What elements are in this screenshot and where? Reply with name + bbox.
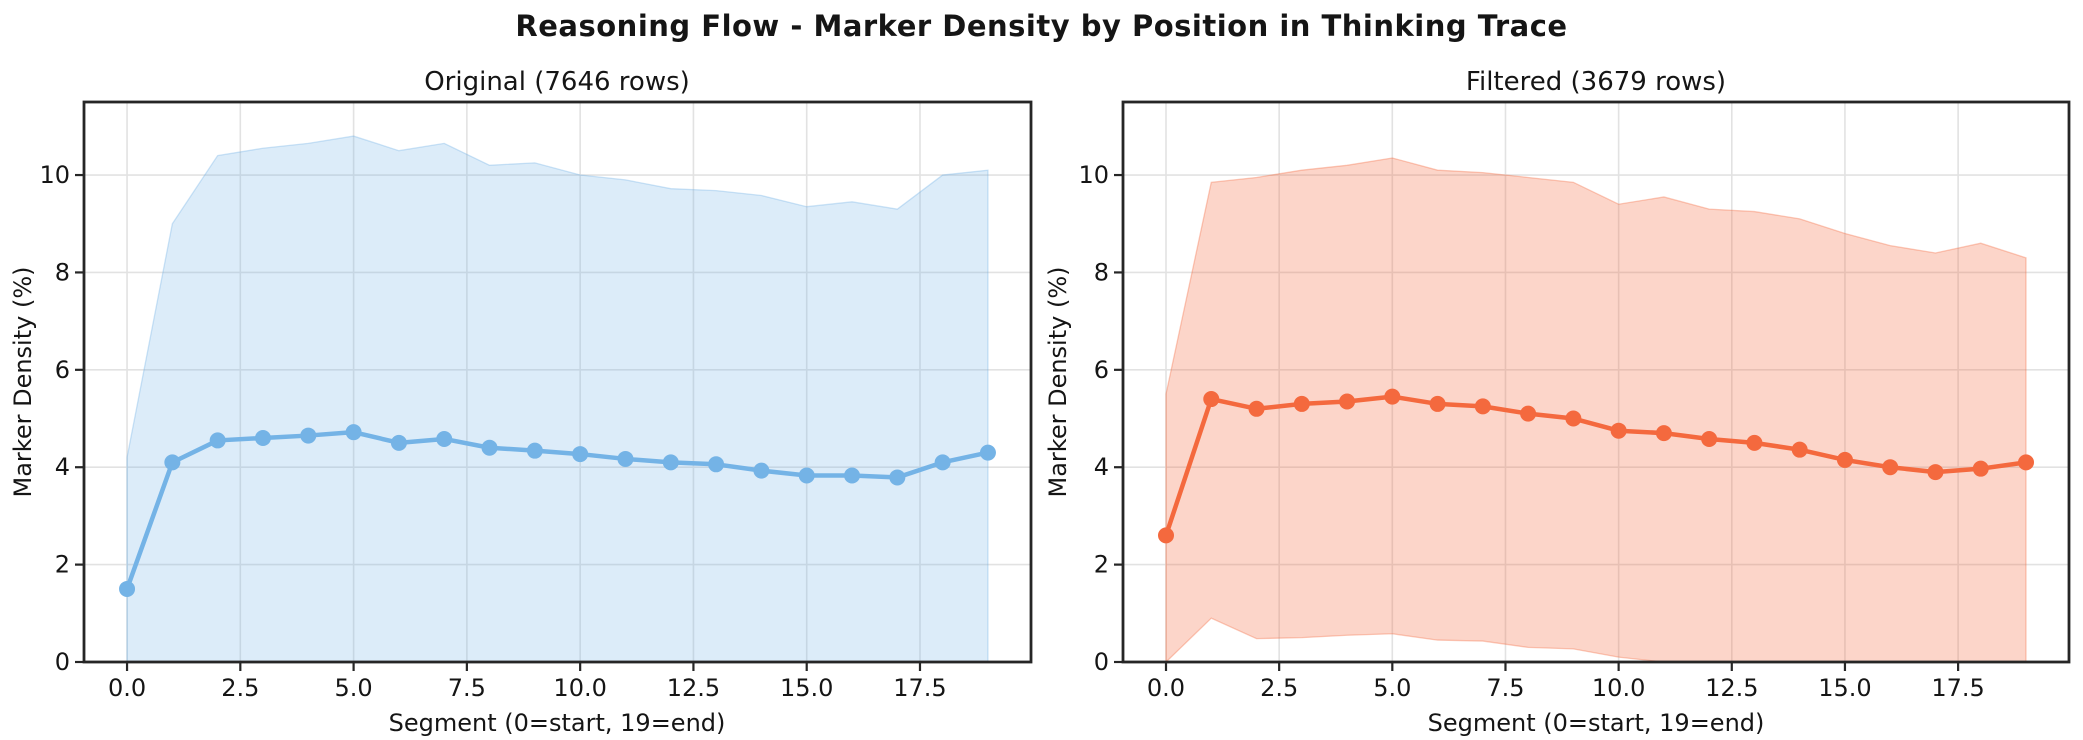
data-point-marker [934,454,951,471]
panels-group: 0.0 2.5 5.0 7.5 10.0 12.5 15.0 17.5 0 2 4 6 8 10 0.0 2.… [39,100,2071,702]
data-point-marker [1746,434,1763,451]
data-point-marker [1610,422,1627,439]
data-point-marker [617,450,634,467]
x-tick-label: 0.0 [108,674,146,702]
y-tick-label: 4 [1094,453,1109,481]
axes-spines [1121,100,2071,664]
y-tick-label: 0 [55,648,70,676]
data-point-marker [390,434,407,451]
gridlines [84,102,1031,662]
x-tick-label: 17.5 [893,674,946,702]
data-point-marker [1203,391,1220,408]
data-point-marker [798,467,815,484]
data-point-marker [1882,459,1899,476]
data-point-marker [1927,464,1944,481]
data-point-marker [844,467,861,484]
data-point-marker [1655,425,1672,442]
panel-original: 0.0 2.5 5.0 7.5 10.0 12.5 15.0 17.5 0 2 4 6 8 10 [39,100,1033,702]
data-point-marker [1339,393,1356,410]
figure-title: Reasoning Flow - Marker Density by Posit… [515,9,1568,43]
y-axis-label-original: Marker Density (%) [9,267,37,498]
std-band [126,135,989,663]
x-tick-label: 0.0 [1147,674,1185,702]
y-tick-label: 2 [55,551,70,579]
data-point-marker [164,454,181,471]
data-point-marker [1836,451,1853,468]
data-point-marker [1384,388,1401,405]
x-tick-label: 15.0 [1818,674,1871,702]
data-point-marker [254,430,271,446]
data-point-marker [1474,398,1491,415]
y-tick-label: 4 [55,453,70,481]
data-point-marker [572,446,589,463]
data-point-marker [2018,454,2034,471]
x-tick-label: 5.0 [1373,674,1411,702]
data-point-marker [1429,395,1446,412]
data-point-marker [300,427,317,444]
y-tick-label: 8 [55,258,70,286]
data-point-marker [526,442,543,459]
x-axis-label-filtered: Segment (0=start, 19=end) [1428,709,1765,737]
data-point-marker [481,439,498,456]
y-tick-label: 6 [55,356,70,384]
data-point-marker [979,444,996,461]
y-tick-label: 0 [1094,648,1109,676]
y-tick-label: 10 [1078,161,1109,189]
x-tick-label: 12.5 [1705,674,1758,702]
x-tick-label: 7.5 [1486,674,1524,702]
data-point-marker [889,469,906,486]
x-tick-label: 2.5 [1260,674,1298,702]
y-axis-label-filtered: Marker Density (%) [1044,267,1072,498]
data-point-marker [1158,527,1174,544]
x-axis-label-original: Segment (0=start, 19=end) [389,709,726,737]
data-point-marker [436,430,453,447]
data-point-marker [708,456,725,473]
panel-title-original: Original (7646 rows) [424,67,690,97]
data-point-marker [1248,400,1265,417]
x-tick-label: 17.5 [1931,674,1984,702]
data-point-marker [209,432,226,449]
y-tick-label: 10 [39,161,70,189]
x-tick-label: 7.5 [448,674,486,702]
x-tick-label: 5.0 [335,674,373,702]
std-band [1165,157,2027,664]
gridlines [1123,102,2069,662]
data-point-marker [1520,405,1537,422]
data-point-marker [1565,410,1582,427]
x-tick-label: 15.0 [780,674,833,702]
panel-title-filtered: Filtered (3679 rows) [1466,67,1726,97]
data-point-marker [1701,430,1718,447]
x-tick-label: 12.5 [667,674,720,702]
data-point-marker [1293,395,1310,412]
data-point-marker [119,580,136,597]
y-tick-label: 8 [1094,258,1109,286]
y-tick-label: 6 [1094,356,1109,384]
panel-filtered: 0.0 2.5 5.0 7.5 10.0 12.5 15.0 17.5 0 2 4 6 8 10 [1078,100,2071,702]
data-point-marker [345,424,362,441]
data-point-marker [753,462,770,479]
x-tick-label: 10.0 [553,674,606,702]
axes-spines [82,100,1033,664]
data-point-marker [1791,441,1808,458]
x-tick-label: 2.5 [221,674,259,702]
x-tick-label: 10.0 [1592,674,1645,702]
data-point-marker [1972,460,1989,477]
data-point-marker [662,454,679,471]
y-tick-label: 2 [1094,551,1109,579]
